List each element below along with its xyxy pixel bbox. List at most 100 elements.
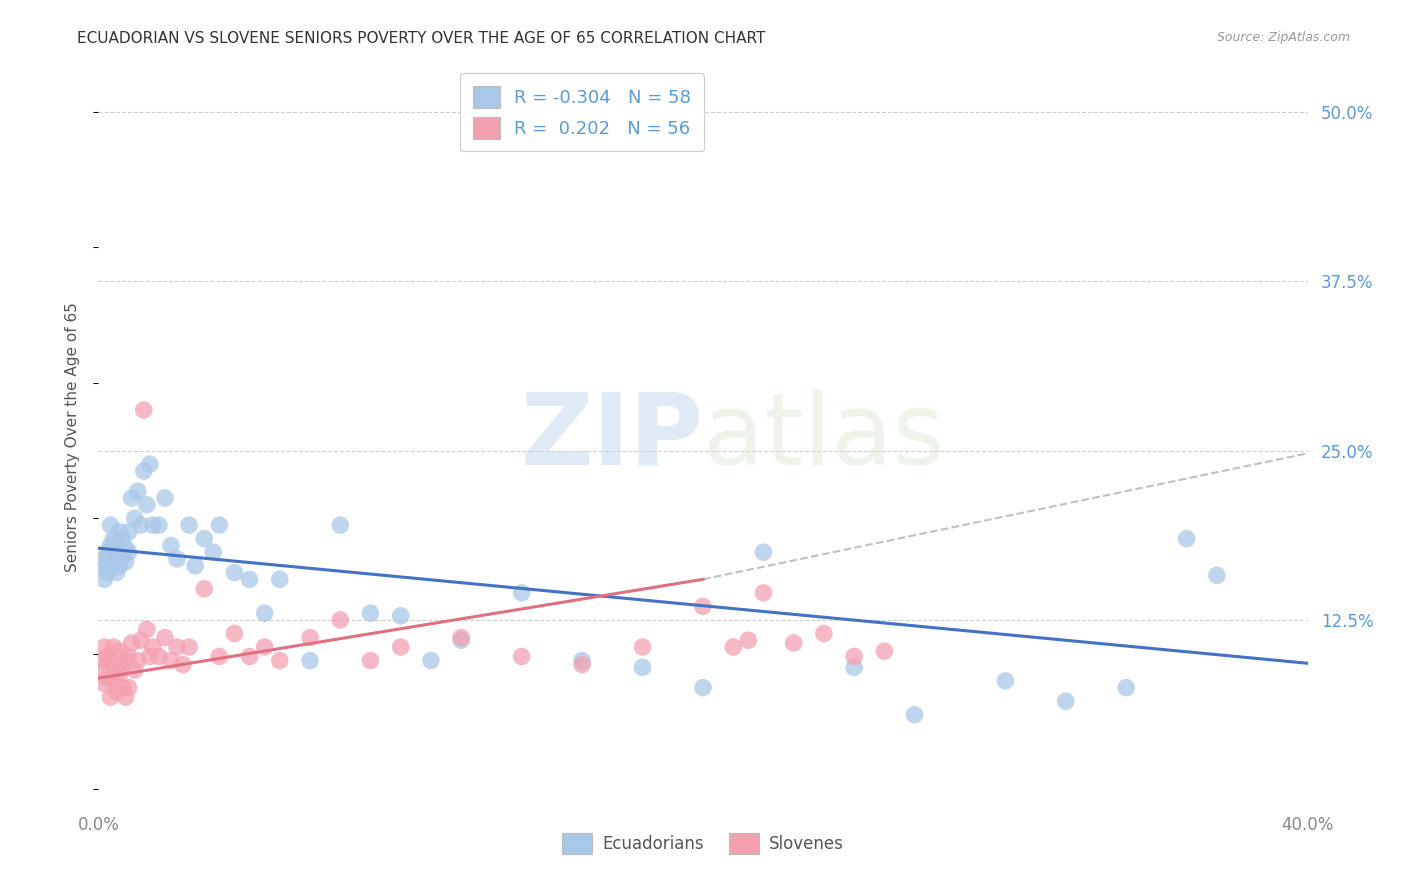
Point xyxy=(103,671,125,685)
Point xyxy=(96,545,118,559)
Point xyxy=(114,541,136,556)
Point xyxy=(96,671,118,685)
Point xyxy=(108,644,131,658)
Point xyxy=(142,518,165,533)
Point xyxy=(124,663,146,677)
Point xyxy=(93,676,115,690)
Text: atlas: atlas xyxy=(703,389,945,485)
Point xyxy=(139,457,162,471)
Legend: Ecuadorians, Slovenes: Ecuadorians, Slovenes xyxy=(555,827,851,860)
Point xyxy=(100,538,122,552)
Point xyxy=(96,566,118,580)
Point xyxy=(239,572,262,586)
Point xyxy=(127,654,149,668)
Point xyxy=(139,649,162,664)
Point xyxy=(148,518,170,533)
Point xyxy=(239,649,262,664)
Point xyxy=(118,524,141,539)
Point xyxy=(389,640,412,654)
Point xyxy=(111,532,134,546)
Point xyxy=(114,555,136,569)
Point xyxy=(269,572,291,586)
Point xyxy=(783,636,806,650)
Point xyxy=(96,649,118,664)
Point xyxy=(224,566,246,580)
Point xyxy=(269,654,291,668)
Point xyxy=(90,663,112,677)
Point xyxy=(111,660,134,674)
Point xyxy=(179,518,201,533)
Point xyxy=(118,545,141,559)
Point xyxy=(904,707,927,722)
Point xyxy=(153,491,176,505)
Point xyxy=(114,690,136,705)
Point xyxy=(193,532,215,546)
Point xyxy=(253,606,276,620)
Text: ZIP: ZIP xyxy=(520,389,703,485)
Point xyxy=(127,484,149,499)
Point xyxy=(100,518,122,533)
Point xyxy=(193,582,215,596)
Point xyxy=(160,538,183,552)
Point xyxy=(142,640,165,654)
Point xyxy=(813,626,835,640)
Point xyxy=(1115,681,1137,695)
Point xyxy=(135,498,157,512)
Point xyxy=(571,654,593,668)
Point xyxy=(100,690,122,705)
Point xyxy=(184,558,207,573)
Point xyxy=(93,640,115,654)
Text: Source: ZipAtlas.com: Source: ZipAtlas.com xyxy=(1216,31,1350,45)
Point xyxy=(105,660,128,674)
Point xyxy=(105,684,128,698)
Point xyxy=(132,464,155,478)
Point xyxy=(224,626,246,640)
Point xyxy=(100,654,122,668)
Point xyxy=(510,649,533,664)
Point xyxy=(571,657,593,672)
Point xyxy=(752,586,775,600)
Point xyxy=(1206,568,1229,582)
Point xyxy=(389,608,412,623)
Point xyxy=(844,649,866,664)
Point xyxy=(420,654,443,668)
Point xyxy=(752,545,775,559)
Point xyxy=(631,640,654,654)
Point xyxy=(118,649,141,664)
Text: ECUADORIAN VS SLOVENE SENIORS POVERTY OVER THE AGE OF 65 CORRELATION CHART: ECUADORIAN VS SLOVENE SENIORS POVERTY OV… xyxy=(77,31,766,46)
Point xyxy=(360,654,382,668)
Point xyxy=(450,633,472,648)
Point xyxy=(299,654,322,668)
Point xyxy=(103,640,125,654)
Point xyxy=(108,558,131,573)
Point xyxy=(172,657,194,672)
Point xyxy=(108,667,131,681)
Point xyxy=(111,549,134,564)
Point xyxy=(129,518,152,533)
Point xyxy=(90,558,112,573)
Point xyxy=(631,660,654,674)
Point xyxy=(93,552,115,566)
Point xyxy=(132,403,155,417)
Point xyxy=(160,654,183,668)
Point xyxy=(103,555,125,569)
Point xyxy=(202,545,225,559)
Point xyxy=(844,660,866,674)
Point xyxy=(1054,694,1077,708)
Point xyxy=(93,572,115,586)
Point xyxy=(103,532,125,546)
Point xyxy=(118,681,141,695)
Point xyxy=(153,631,176,645)
Point xyxy=(1175,532,1198,546)
Point xyxy=(510,586,533,600)
Point xyxy=(994,673,1017,688)
Point xyxy=(208,518,231,533)
Point xyxy=(148,649,170,664)
Point xyxy=(105,545,128,559)
Point xyxy=(108,524,131,539)
Point xyxy=(121,636,143,650)
Point xyxy=(208,649,231,664)
Point xyxy=(121,491,143,505)
Point xyxy=(166,552,188,566)
Point xyxy=(135,623,157,637)
